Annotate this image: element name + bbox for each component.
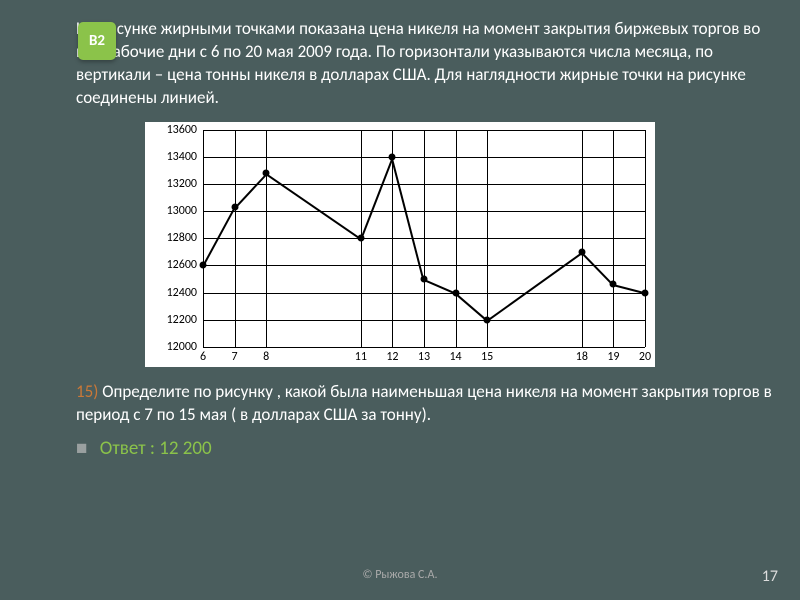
gridline-v bbox=[582, 130, 583, 347]
data-point bbox=[263, 170, 270, 177]
problem-text: На рисунке жирными точками показана цена… bbox=[76, 18, 772, 110]
gridline-v bbox=[235, 130, 236, 347]
y-tick-label: 13000 bbox=[167, 204, 197, 218]
chart-segment bbox=[234, 173, 267, 208]
y-tick-label: 12800 bbox=[167, 231, 197, 245]
gridline-v bbox=[456, 130, 457, 347]
data-point bbox=[452, 289, 459, 296]
gridline-v bbox=[424, 130, 425, 347]
x-tick-label: 14 bbox=[449, 350, 461, 364]
price-chart: 12000 12200 12400 12600 12800 13000 13200 13400… bbox=[145, 122, 655, 367]
data-point bbox=[200, 262, 207, 269]
bullet-icon: ■ bbox=[76, 437, 87, 460]
x-tick-label: 20 bbox=[639, 350, 651, 364]
data-point bbox=[389, 153, 396, 160]
gridline-v bbox=[645, 130, 646, 347]
chart-segment bbox=[487, 252, 583, 321]
gridline-v bbox=[203, 130, 204, 347]
y-tick-label: 13600 bbox=[167, 123, 197, 137]
x-tick-label: 8 bbox=[263, 350, 269, 364]
chart-segment bbox=[202, 207, 235, 266]
gridline-v bbox=[613, 130, 614, 347]
y-tick-label: 12000 bbox=[167, 340, 197, 354]
task-badge: В2 bbox=[78, 22, 116, 60]
x-tick-label: 19 bbox=[607, 350, 619, 364]
page-number: 17 bbox=[762, 567, 778, 586]
y-tick-label: 12600 bbox=[167, 258, 197, 272]
y-tick-label: 12200 bbox=[167, 313, 197, 327]
question-block: 15) Определите по рисунку , какой была н… bbox=[76, 381, 772, 427]
x-tick-label: 11 bbox=[355, 350, 367, 364]
chart-segment bbox=[455, 293, 488, 321]
answer-line: ■ Ответ : 12 200 bbox=[76, 437, 772, 460]
x-tick-label: 18 bbox=[576, 350, 588, 364]
data-point bbox=[578, 248, 585, 255]
gridline-h bbox=[203, 347, 645, 348]
x-tick-label: 13 bbox=[418, 350, 430, 364]
gridline-v bbox=[266, 130, 267, 347]
x-tick-label: 12 bbox=[386, 350, 398, 364]
answer-value: 12 200 bbox=[159, 437, 211, 460]
data-point bbox=[231, 204, 238, 211]
y-tick-label: 13400 bbox=[167, 150, 197, 164]
question-number: 15) bbox=[76, 381, 98, 402]
y-tick-label: 13200 bbox=[167, 177, 197, 191]
y-tick-label: 12400 bbox=[167, 286, 197, 300]
answer-label: Ответ : bbox=[100, 437, 155, 460]
x-tick-label: 6 bbox=[200, 350, 206, 364]
x-tick-label: 15 bbox=[481, 350, 493, 364]
data-point bbox=[610, 281, 617, 288]
chart-segment bbox=[581, 252, 614, 286]
data-point bbox=[421, 275, 428, 282]
x-tick-label: 7 bbox=[232, 350, 238, 364]
copyright: © Рыжова С.А. bbox=[362, 568, 437, 582]
chart-segment bbox=[360, 157, 393, 239]
data-point bbox=[357, 235, 364, 242]
data-point bbox=[642, 289, 649, 296]
data-point bbox=[484, 316, 491, 323]
question-text: Определите по рисунку , какой была наиме… bbox=[76, 381, 772, 425]
gridline-v bbox=[487, 130, 488, 347]
chart-segment bbox=[392, 157, 425, 279]
